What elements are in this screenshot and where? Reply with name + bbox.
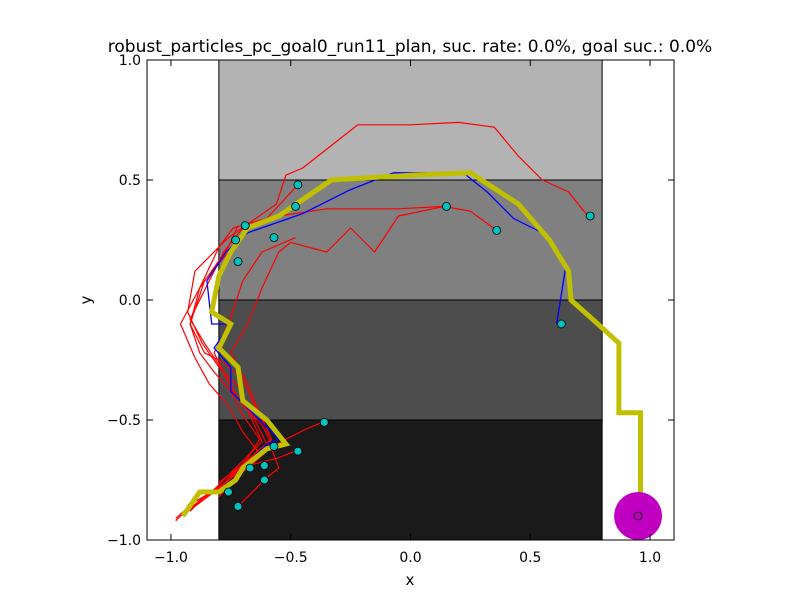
x-axis-label: x (406, 571, 415, 589)
x-axis-ticks: −1.0 −0.5 0.0 0.5 1.0 (154, 60, 661, 566)
y-tick-label: −1.0 (107, 533, 141, 549)
particle-point-16 (224, 487, 233, 497)
particle-point-1 (291, 201, 300, 211)
particle-point-7 (492, 225, 502, 235)
y-tick-label: 0.5 (119, 173, 141, 189)
y-tick-label: 0.0 (119, 293, 141, 309)
y-tick-label: −0.5 (107, 413, 141, 429)
particle-point-6 (442, 201, 451, 211)
chart-title: robust_particles_pc_goal0_run11_plan, su… (108, 37, 712, 57)
red-trajectory-4 (189, 205, 498, 507)
particle-point-12 (269, 441, 279, 451)
particle-point-2 (240, 221, 250, 231)
particle-point-5 (233, 257, 243, 267)
particles (224, 180, 595, 511)
particle-point-8 (585, 211, 595, 221)
particle-point-17 (233, 501, 243, 511)
y-axis-label: y (77, 295, 95, 304)
goal-group (614, 492, 663, 540)
particle-point-15 (245, 463, 255, 473)
particle-point-4 (269, 233, 279, 243)
x-tick-label: 0.0 (399, 550, 421, 566)
region-band-0 (218, 59, 603, 181)
plot-area (146, 59, 675, 541)
region-band-1 (218, 179, 603, 301)
red-trajectory-8 (218, 450, 296, 483)
plan-line (180, 170, 643, 518)
particle-point-3 (231, 235, 241, 245)
particle-point-13 (259, 461, 269, 471)
plan-group (180, 170, 643, 518)
x-tick-label: 1.0 (639, 550, 661, 566)
x-tick-label: 0.5 (519, 550, 541, 566)
particle-point-14 (259, 475, 269, 485)
red-trajectory-6 (175, 237, 296, 519)
goal-center-point (633, 511, 643, 521)
x-tick-label: −0.5 (274, 550, 308, 566)
region-band-2 (218, 299, 603, 421)
particle-point-11 (293, 446, 303, 456)
region-band-3 (218, 419, 603, 541)
particle-point-9 (557, 319, 566, 329)
y-axis-ticks: −1.0 −0.5 0.0 0.5 1.0 (107, 53, 674, 549)
regions (218, 59, 603, 541)
particle-point-10 (319, 417, 329, 427)
x-tick-label: −1.0 (154, 550, 188, 566)
y-tick-label: 1.0 (119, 53, 141, 69)
particle-point-0 (293, 180, 303, 190)
